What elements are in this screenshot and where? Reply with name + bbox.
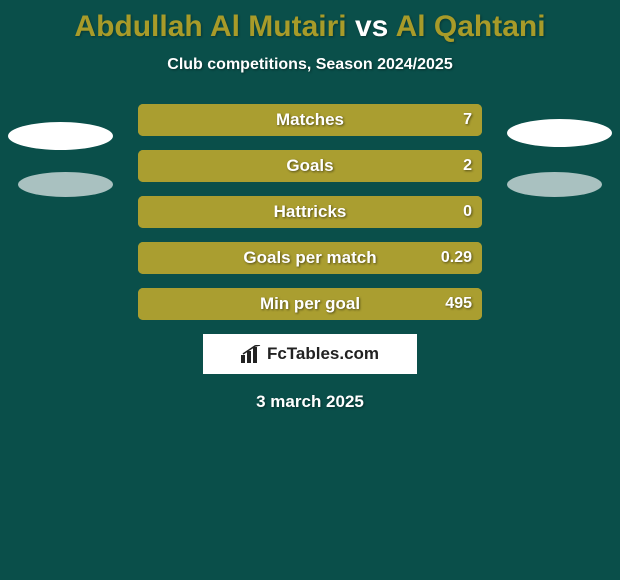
stat-row: Hattricks 0 bbox=[138, 196, 482, 228]
stat-row: Matches 7 bbox=[138, 104, 482, 136]
stat-rows: Matches 7 Goals 2 Hattricks 0 bbox=[138, 104, 482, 320]
title-vs: vs bbox=[355, 10, 388, 43]
stat-bar-fill bbox=[138, 288, 482, 320]
stat-row: Min per goal 495 bbox=[138, 288, 482, 320]
bars-icon bbox=[241, 345, 263, 363]
title-player2: Al Qahtani bbox=[396, 10, 546, 43]
stat-bar bbox=[138, 196, 482, 228]
stat-row: Goals per match 0.29 bbox=[138, 242, 482, 274]
stat-bar-fill bbox=[138, 242, 482, 274]
stat-bar bbox=[138, 288, 482, 320]
avatar-placeholder-right-2 bbox=[507, 172, 602, 197]
avatar-placeholder-right-1 bbox=[507, 119, 612, 147]
avatar-placeholder-left-1 bbox=[8, 122, 113, 150]
subtitle: Club competitions, Season 2024/2025 bbox=[0, 56, 620, 74]
stat-bar-fill bbox=[138, 196, 482, 228]
brand-text: FcTables.com bbox=[267, 344, 379, 364]
comparison-infographic: Abdullah Al Mutairi vs Al Qahtani Club c… bbox=[0, 0, 620, 580]
stat-bar-fill bbox=[138, 150, 482, 182]
avatar-placeholder-left-2 bbox=[18, 172, 113, 197]
brand-badge[interactable]: FcTables.com bbox=[203, 334, 417, 374]
stats-area: Matches 7 Goals 2 Hattricks 0 bbox=[0, 104, 620, 412]
stat-bar bbox=[138, 104, 482, 136]
stat-bar-fill bbox=[138, 104, 482, 136]
title-player1: Abdullah Al Mutairi bbox=[74, 10, 346, 43]
stat-bar bbox=[138, 150, 482, 182]
date-text: 3 march 2025 bbox=[0, 392, 620, 412]
page-title: Abdullah Al Mutairi vs Al Qahtani bbox=[0, 0, 620, 44]
stat-bar bbox=[138, 242, 482, 274]
stat-row: Goals 2 bbox=[138, 150, 482, 182]
